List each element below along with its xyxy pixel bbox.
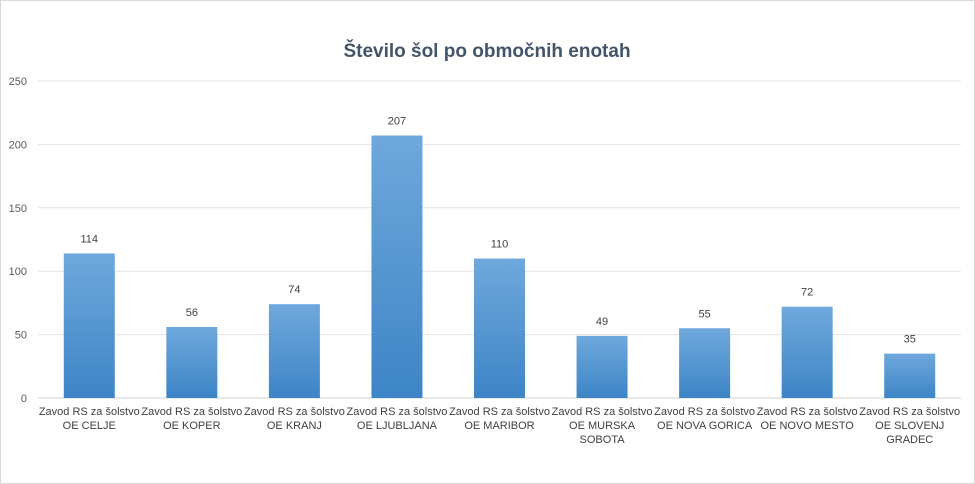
x-tick-label: Zavod RS za šolstvo OE KRANJ bbox=[244, 406, 345, 432]
x-tick-label: Zavod RS za šolstvo OE MURSKA SOBOTA bbox=[552, 406, 653, 446]
data-label: 72 bbox=[801, 287, 813, 299]
x-tick-label: Zavod RS za šolstvo OE SLOVENJ GRADEC bbox=[859, 406, 960, 446]
bar bbox=[474, 258, 525, 398]
y-tick-label: 150 bbox=[9, 203, 27, 215]
bars bbox=[63, 135, 936, 399]
chart-title: Število šol po območnih enotah bbox=[343, 40, 630, 62]
bar bbox=[268, 304, 320, 398]
data-label: 55 bbox=[698, 308, 710, 320]
x-tick-label: Zavod RS za šolstvo OE NOVO MESTO bbox=[757, 406, 858, 432]
data-label: 74 bbox=[288, 284, 300, 296]
bar bbox=[576, 335, 628, 398]
data-label: 110 bbox=[491, 239, 509, 251]
x-tick-label: Zavod RS za šolstvo OE LJUBLJANA bbox=[347, 406, 448, 432]
data-label: 207 bbox=[388, 116, 406, 128]
y-tick-label: 0 bbox=[21, 393, 27, 405]
bar bbox=[371, 135, 423, 399]
y-axis-ticks: 0 50 100 150 200 250 bbox=[9, 76, 27, 405]
y-tick-label: 100 bbox=[9, 266, 27, 278]
data-label: 56 bbox=[186, 307, 198, 319]
y-tick-label: 250 bbox=[9, 76, 27, 88]
data-labels: 114 56 74 207 110 49 55 72 35 bbox=[81, 116, 916, 346]
bar bbox=[166, 326, 218, 398]
bar bbox=[679, 328, 731, 398]
data-label: 114 bbox=[81, 233, 99, 245]
x-tick-label: Zavod RS za šolstvo OE MARIBOR bbox=[449, 406, 550, 432]
y-tick-label: 200 bbox=[9, 139, 27, 151]
y-tick-label: 50 bbox=[15, 330, 27, 342]
bar bbox=[63, 253, 115, 398]
data-label: 49 bbox=[596, 316, 608, 328]
bar bbox=[781, 306, 833, 398]
data-label: 35 bbox=[904, 334, 916, 346]
x-tick-label: Zavod RS za šolstvo OE NOVA GORICA bbox=[654, 406, 755, 432]
x-tick-label: Zavod RS za šolstvo OE CELJE bbox=[39, 406, 140, 432]
bar bbox=[884, 353, 936, 398]
x-tick-label: Zavod RS za šolstvo OE KOPER bbox=[141, 406, 242, 432]
